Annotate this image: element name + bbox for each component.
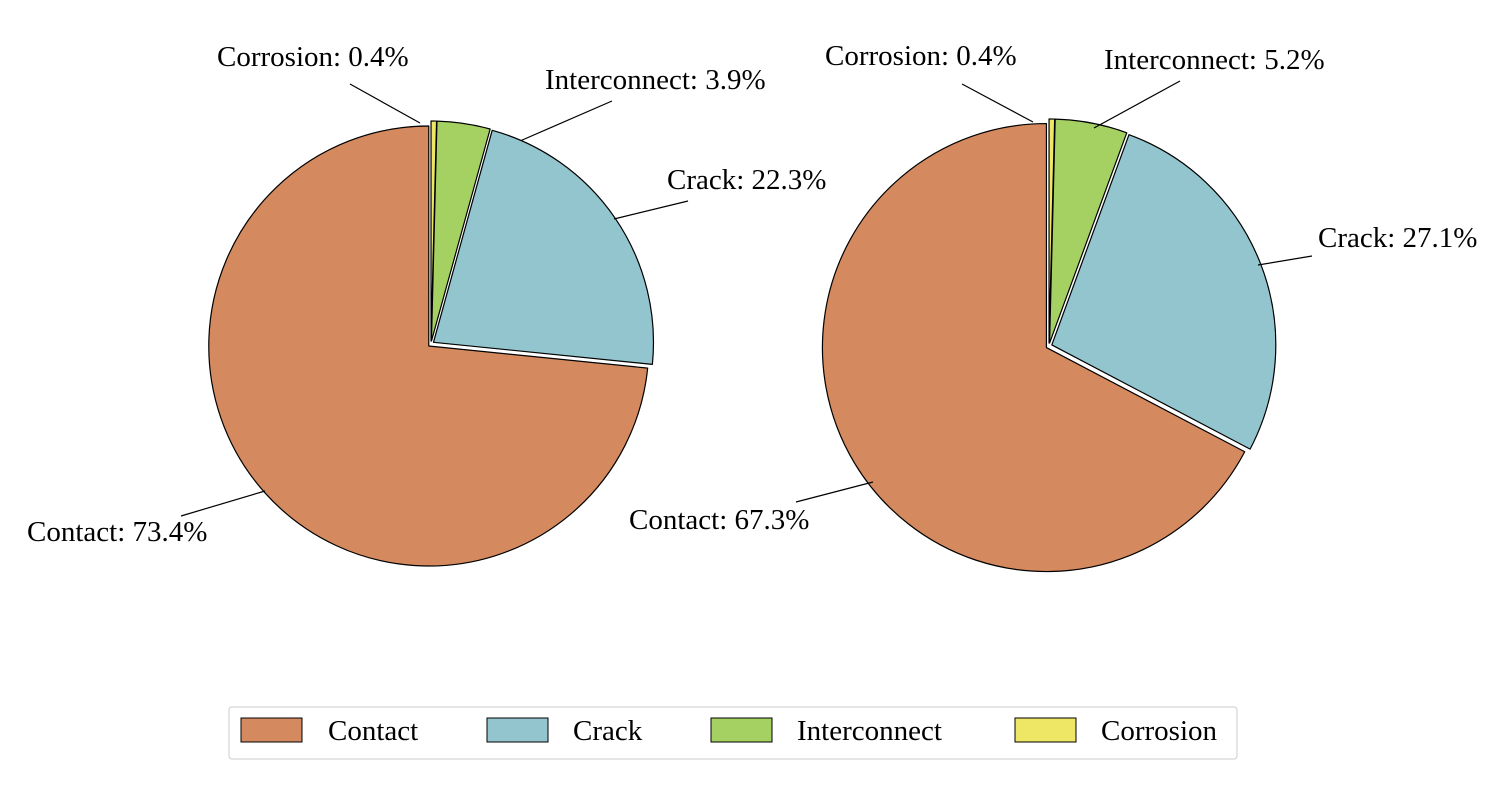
- legend-label-crack: Crack: [573, 715, 643, 747]
- legend-entry-contact: Contact: [240, 715, 418, 747]
- leader-line-corrosion: [961, 83, 1034, 123]
- legend-entry-corrosion: Corrosion: [1014, 715, 1218, 747]
- leader-line-interconnect: [519, 100, 613, 142]
- slice-label-contact: Contact: 67.3%: [629, 504, 809, 536]
- pie-slice-contact: [208, 125, 649, 567]
- pie-slice-crack: [432, 129, 655, 365]
- leader-line-crack: [1257, 255, 1313, 266]
- legend-swatch-crack: [486, 717, 549, 743]
- pie-slice-interconnect: [430, 120, 491, 342]
- leader-line-interconnect: [1093, 80, 1181, 129]
- pie-chart-right: Corrosion: 0.4% Interconnect: 5.2% Crack: …: [629, 40, 1477, 573]
- pie-slice-interconnect: [1048, 118, 1128, 344]
- slice-label-corrosion: Corrosion: 0.4%: [825, 40, 1017, 72]
- pie-chart-left: Corrosion: 0.4% Interconnect: 3.9% Crack: …: [27, 41, 826, 567]
- slice-label-interconnect: Interconnect: 3.9%: [545, 64, 766, 96]
- leader-line-crack: [613, 200, 689, 220]
- legend-label-corrosion: Corrosion: [1101, 715, 1218, 747]
- legend: Contact Crack Interconnect Corrosion: [228, 706, 1238, 760]
- slice-label-crack: Crack: 22.3%: [667, 164, 826, 196]
- leader-line-contact: [795, 481, 874, 503]
- slice-label-contact: Contact: 73.4%: [27, 516, 207, 548]
- legend-entry-interconnect: Interconnect: [710, 715, 942, 747]
- leader-line-corrosion: [349, 83, 421, 124]
- leader-line-contact: [180, 490, 266, 517]
- slice-label-corrosion: Corrosion: 0.4%: [217, 41, 409, 73]
- slice-label-crack: Crack: 27.1%: [1318, 222, 1477, 254]
- slice-label-interconnect: Interconnect: 5.2%: [1104, 44, 1325, 76]
- legend-swatch-corrosion: [1014, 717, 1077, 743]
- legend-swatch-interconnect: [710, 717, 773, 743]
- pie-slice-contact: [821, 122, 1246, 573]
- legend-label-contact: Contact: [328, 715, 418, 747]
- legend-label-interconnect: Interconnect: [797, 715, 942, 747]
- legend-swatch-contact: [240, 717, 303, 743]
- legend-entry-crack: Crack: [486, 715, 643, 747]
